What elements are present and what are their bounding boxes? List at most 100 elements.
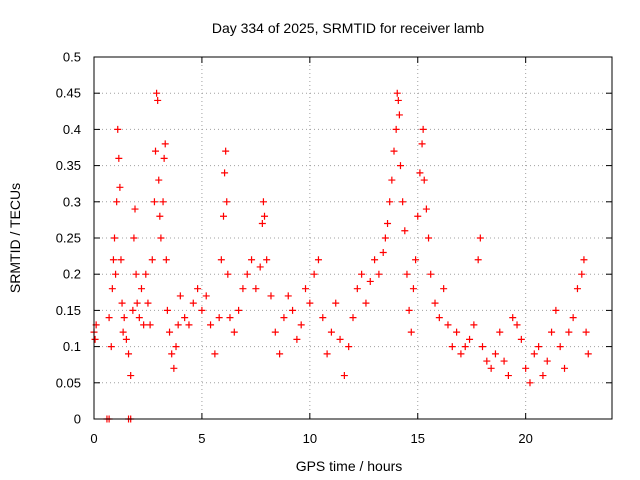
y-tick-label: 0.35 [56, 158, 81, 173]
data-point [420, 176, 428, 184]
data-point [157, 234, 165, 242]
data-point [479, 343, 486, 351]
data-point [142, 270, 150, 278]
data-point [221, 169, 229, 177]
data-point [578, 270, 586, 278]
data-point [160, 154, 168, 162]
data-point [371, 256, 379, 264]
data-point [176, 292, 184, 300]
data-point [302, 285, 310, 293]
data-point [163, 306, 171, 314]
x-tick-label: 0 [90, 431, 97, 446]
data-point [162, 256, 170, 264]
data-point [332, 299, 340, 307]
data-point [130, 234, 138, 242]
data-point [259, 198, 267, 206]
data-point [444, 321, 452, 329]
data-point [425, 234, 433, 242]
data-point [500, 357, 508, 365]
data-point [108, 285, 116, 293]
data-point [349, 314, 357, 322]
data-point [399, 198, 407, 206]
data-point [239, 285, 247, 293]
data-point [224, 270, 232, 278]
y-tick-label: 0.1 [63, 339, 81, 354]
data-point [323, 350, 331, 358]
data-point [127, 372, 135, 380]
data-point [392, 125, 400, 133]
data-point [114, 125, 122, 133]
data-point [381, 234, 389, 242]
data-point [401, 227, 409, 235]
y-tick-label: 0.45 [56, 86, 81, 101]
data-point [256, 263, 264, 271]
y-tick-labels: 0 0.05 0.1 0.15 0.2 0.25 0.3 0.35 0.4 0.45 0.5 [56, 50, 81, 427]
y-tick-label: 0.15 [56, 303, 81, 318]
data-point [168, 350, 176, 358]
data-point [476, 234, 484, 242]
data-point [116, 183, 124, 191]
data-point [220, 212, 227, 220]
data-point [395, 111, 403, 119]
data-point [248, 256, 256, 264]
data-point [154, 96, 162, 104]
data-point [107, 343, 115, 351]
y-tick-label: 0.5 [63, 50, 81, 65]
data-point [522, 364, 530, 372]
data-point [573, 285, 581, 293]
data-point [336, 335, 344, 343]
data-point [217, 256, 225, 264]
x-tick-label: 15 [411, 431, 425, 446]
data-point [379, 248, 387, 256]
data-point [517, 335, 525, 343]
data-point [418, 140, 426, 148]
data-point [403, 270, 411, 278]
data-point [539, 372, 547, 380]
x-tick-labels: 0 5 10 15 20 [90, 431, 533, 446]
data-point [530, 350, 538, 358]
data-point [431, 299, 439, 307]
data-point [119, 328, 127, 336]
data-point [170, 364, 178, 372]
x-tick-label: 10 [303, 431, 317, 446]
data-point [466, 335, 474, 343]
data-point [440, 285, 448, 293]
data-point [414, 212, 422, 220]
data-point [419, 125, 427, 133]
data-point [159, 198, 167, 206]
data-point [153, 89, 161, 97]
data-point [580, 256, 588, 264]
data-point [435, 314, 443, 322]
data-point [261, 212, 269, 220]
data-point [448, 343, 456, 351]
data-point [427, 270, 435, 278]
x-tick-label: 20 [518, 431, 532, 446]
data-point [166, 328, 174, 336]
data-point [258, 220, 266, 228]
data-point [235, 306, 243, 314]
data-point [297, 321, 305, 329]
data-point [491, 350, 499, 358]
data-point [115, 154, 123, 162]
data-point [345, 343, 353, 351]
data-point [144, 299, 152, 307]
data-point [453, 328, 461, 336]
x-axis-label: GPS time / hours [296, 458, 403, 474]
data-point [152, 147, 160, 155]
data-point [146, 321, 154, 329]
data-point [189, 299, 197, 307]
data-point [569, 314, 577, 322]
data-point [470, 321, 478, 329]
data-point [461, 343, 469, 351]
data-point [504, 372, 512, 380]
data-point [388, 176, 396, 184]
data-point [150, 198, 158, 206]
data-point [137, 285, 145, 293]
data-point [230, 328, 238, 336]
data-point [122, 335, 130, 343]
data-point [161, 140, 169, 148]
data-point [543, 357, 551, 365]
data-point [185, 321, 193, 329]
data-point [194, 285, 202, 293]
